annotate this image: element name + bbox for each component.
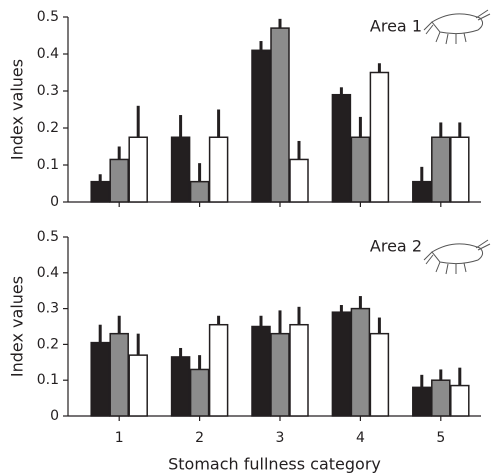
bar	[90, 341, 110, 417]
bar	[289, 158, 309, 203]
y-tick-label: 0.1	[37, 372, 59, 388]
y-tick-label: 0.4	[37, 265, 59, 281]
bar	[109, 158, 129, 203]
bar	[369, 332, 390, 417]
x-tick-label: 3	[276, 430, 285, 446]
bar	[331, 311, 352, 417]
bar	[350, 307, 371, 417]
bar	[289, 323, 309, 417]
x-tick-label: 4	[356, 430, 365, 446]
x-tick-label: 5	[436, 430, 445, 446]
y-tick-label: 0	[50, 408, 59, 424]
bar	[170, 136, 191, 203]
bar	[431, 379, 451, 417]
bar	[251, 49, 271, 203]
bar	[331, 93, 352, 203]
y-tick-label: 0.4	[37, 46, 59, 62]
shrimp-icon	[423, 9, 491, 275]
panel-label: Area 2	[370, 237, 422, 256]
x-axis-label: Stomach fullness category	[168, 455, 381, 474]
y-tick-label: 0.5	[37, 229, 59, 245]
y-tick-label: 0.3	[37, 301, 59, 317]
y-axis-label: Index values	[8, 276, 27, 377]
bar	[450, 384, 470, 417]
bar	[208, 323, 229, 417]
y-tick-label: 0	[50, 194, 59, 210]
bar	[431, 136, 451, 203]
bar	[189, 368, 210, 417]
bar	[350, 136, 371, 203]
bar	[128, 354, 148, 417]
panel-label: Area 1	[370, 17, 422, 36]
bar	[369, 71, 390, 203]
bar	[128, 136, 148, 203]
bar	[270, 27, 290, 203]
bar	[251, 325, 271, 417]
bar	[450, 136, 470, 203]
bar	[189, 180, 210, 203]
y-tick-label: 0.3	[37, 83, 59, 99]
bar	[90, 180, 110, 203]
y-tick-label: 0.2	[37, 336, 59, 352]
bar	[170, 356, 191, 417]
y-tick-label: 0.2	[37, 120, 59, 136]
y-tick-label: 0.1	[37, 157, 59, 173]
bar	[109, 332, 129, 417]
bar	[208, 136, 229, 203]
y-axis-label: Index values	[8, 59, 27, 160]
bar	[270, 332, 290, 417]
x-tick-label: 2	[195, 430, 204, 446]
bar	[412, 180, 432, 203]
y-tick-label: 0.5	[37, 9, 59, 25]
x-tick-label: 1	[115, 430, 124, 446]
bar	[412, 386, 432, 417]
